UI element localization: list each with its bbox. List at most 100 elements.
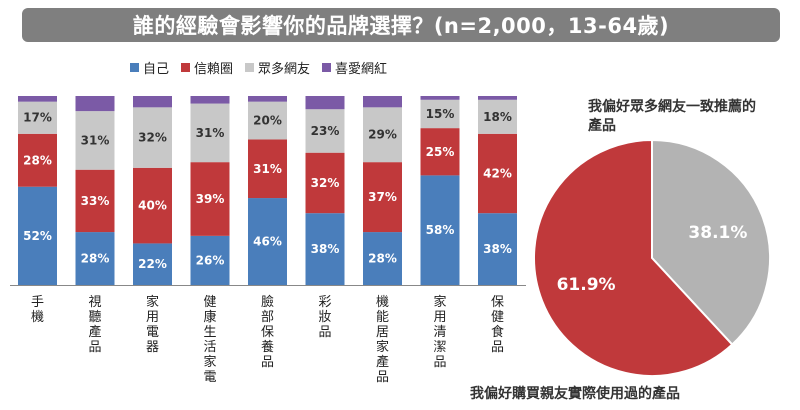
category-label-char: 家 (376, 339, 389, 355)
bar-segment (248, 198, 287, 285)
category-label-char: 健 (491, 310, 504, 325)
bar-value-label: 26% (196, 253, 225, 267)
pie-caption-netizen-text: 我偏好眾多網友一致推薦的產品 (588, 99, 756, 134)
bar-value-label: 28% (23, 153, 52, 167)
pie-caption-family-text: 我偏好購買親友實際使用過的產品 (470, 386, 680, 402)
category-label-char: 食 (491, 324, 504, 340)
bar-segment (478, 133, 517, 214)
bar-value-label: 31% (81, 133, 110, 147)
legend-label: 信賴圈 (194, 62, 234, 77)
category-label-char: 機 (31, 310, 44, 325)
bar-value-label: 46% (253, 235, 282, 249)
bar-value-label: 38% (483, 242, 512, 256)
bar-segment (75, 169, 115, 233)
bar-segment (420, 96, 460, 100)
category-label-char: 家 (146, 294, 159, 310)
bar-segment (363, 107, 402, 163)
bar-segment (133, 243, 172, 285)
bar-value-label: 29% (368, 128, 397, 142)
bar-segment (75, 96, 115, 112)
bar-value-label: 38% (311, 242, 340, 256)
category-label-char: 器 (146, 340, 159, 355)
bar-segment (305, 152, 345, 214)
bar-segment (478, 96, 517, 100)
bar-value-label: 31% (196, 126, 225, 140)
bar-value-label: 33% (81, 194, 110, 208)
legend: 自己 信賴圈 眾多網友 喜愛網紅 (130, 58, 387, 77)
category-label-char: 聽 (88, 310, 101, 325)
category-label-char: 臉 (261, 295, 274, 310)
category-label-char: 保 (261, 325, 274, 340)
bar-segment (420, 99, 460, 129)
bar-value-label: 39% (196, 192, 225, 206)
category-label-char: 品 (376, 370, 389, 385)
legend-item-trusted: 信賴圈 (181, 58, 233, 77)
legend-label: 眾多網友 (258, 62, 311, 77)
bar-segment (363, 232, 402, 285)
pie-slice (533, 138, 734, 377)
bar-segment (18, 186, 57, 285)
legend-swatch (130, 63, 139, 72)
category-label-char: 部 (261, 310, 274, 325)
bar-segment (75, 232, 115, 285)
bar-segment (305, 96, 345, 110)
category-label-char: 保 (491, 295, 504, 310)
bar-segment (248, 96, 287, 102)
bar-value-label: 31% (253, 162, 282, 176)
bar-segment (420, 175, 460, 285)
pie-value-label: 38.1% (688, 223, 747, 243)
category-label-char: 品 (318, 325, 331, 340)
bar-value-label: 20% (253, 114, 282, 128)
pie-value-label: 61.9% (557, 275, 616, 295)
bar-value-label: 37% (368, 190, 397, 204)
bar-value-label: 58% (426, 223, 455, 237)
bar-value-label: 32% (311, 176, 340, 190)
bar-segment (190, 96, 230, 104)
category-label-char: 清 (433, 325, 446, 340)
bar-segment (363, 96, 402, 108)
category-label-char: 產 (376, 354, 389, 370)
bar-segment (133, 107, 172, 168)
category-label-char: 用 (146, 310, 159, 325)
bar-value-label: 28% (81, 252, 110, 266)
category-label-char: 手 (31, 295, 44, 310)
bar-value-label: 23% (311, 124, 340, 138)
bar-segment (190, 103, 230, 163)
bar-value-label: 42% (483, 166, 512, 180)
bar-value-label: 18% (483, 110, 512, 124)
bar-value-label: 52% (23, 229, 52, 243)
category-label-char: 活 (203, 340, 216, 355)
chart-title: 誰的經驗會影響你的品牌選擇？(n=2,000，13-64歲) (132, 14, 670, 38)
pie-caption-family: 我偏好購買親友實際使用過的產品 (470, 385, 790, 404)
bar-value-label: 15% (426, 107, 455, 121)
bar-segment (305, 109, 345, 153)
bar-segment (478, 99, 517, 134)
stacked-bar-chart: 52%28%17%手機28%33%31%視聽產品22%40%32%家用電器26%… (10, 96, 526, 385)
category-label-char: 視 (88, 295, 101, 310)
bar-segment (248, 101, 287, 140)
bar-segment (363, 162, 402, 233)
legend-swatch (181, 63, 191, 72)
category-label-char: 家 (433, 294, 446, 310)
legend-label: 喜愛網紅 (335, 62, 388, 77)
category-label-char: 品 (88, 340, 101, 355)
pie-slice (651, 138, 771, 346)
bar-segment (478, 213, 517, 285)
bar-segment (18, 96, 57, 102)
legend-item-netizen: 眾多網友 (245, 58, 310, 77)
legend-swatch (245, 63, 255, 72)
category-label-char: 彩 (318, 295, 331, 310)
title-bar: 誰的經驗會影響你的品牌選擇？(n=2,000，13-64歲) (22, 8, 780, 42)
category-label-char: 品 (433, 355, 446, 370)
category-label-char: 康 (203, 309, 216, 325)
bar-segment (133, 96, 172, 108)
legend-label: 自己 (143, 62, 170, 77)
category-label-char: 能 (376, 310, 389, 325)
bar-value-label: 22% (138, 257, 167, 271)
category-label-char: 品 (491, 340, 504, 355)
bar-segment (305, 213, 345, 285)
bar-value-label: 32% (138, 131, 167, 145)
bar-segment (248, 139, 287, 199)
category-label-char: 妝 (318, 310, 331, 325)
bar-segment (190, 235, 230, 285)
